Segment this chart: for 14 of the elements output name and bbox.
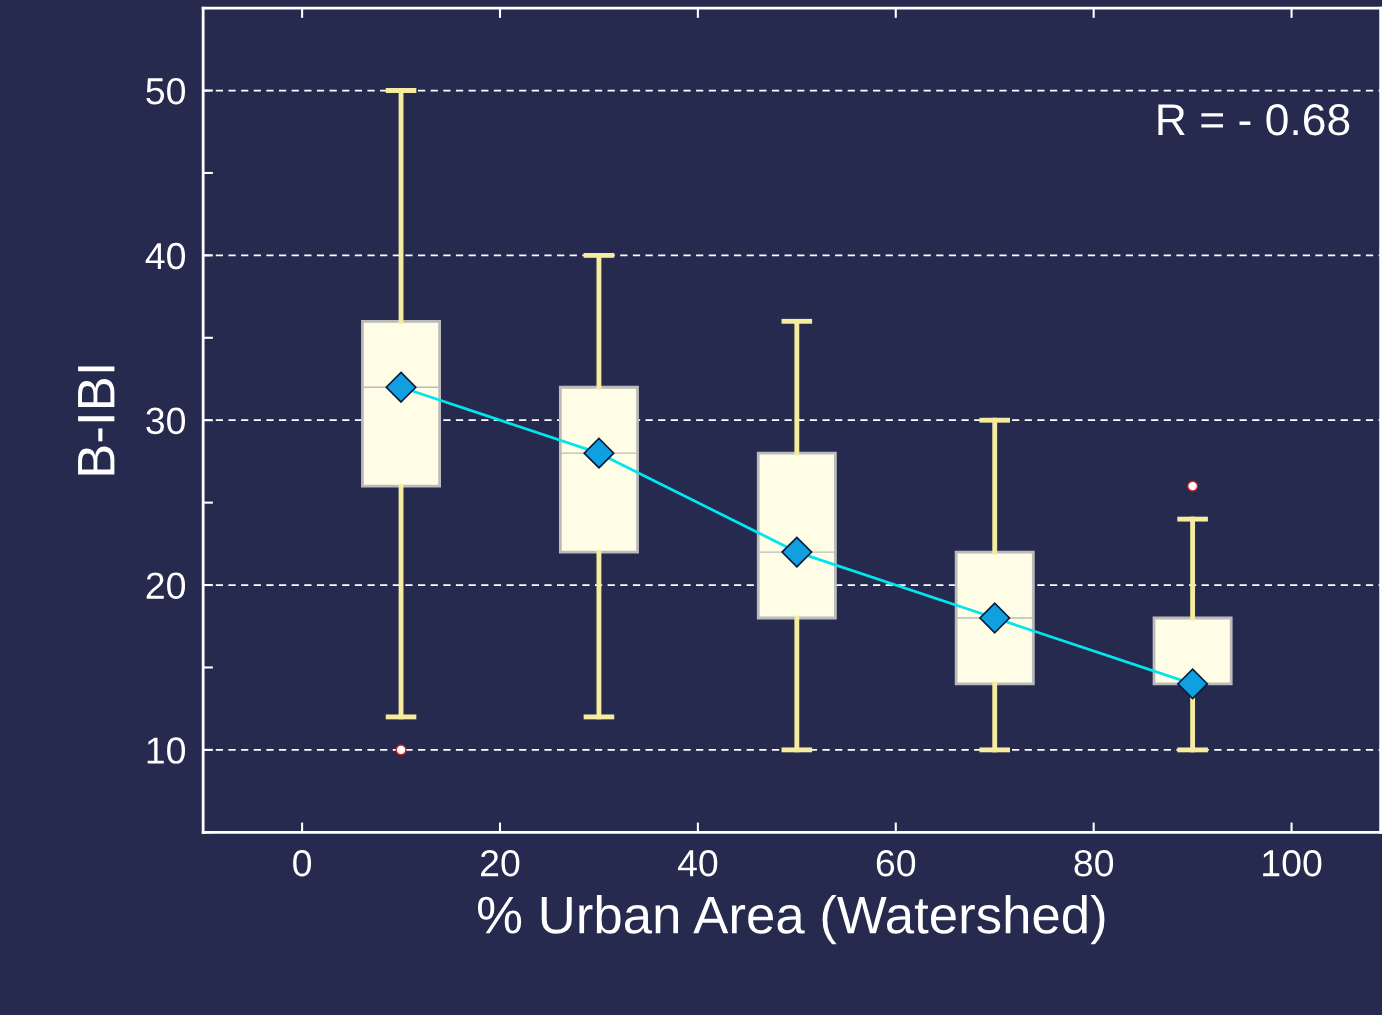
x-tick-label: 100 (1263, 849, 1322, 877)
x-tick-label: 0 (293, 849, 312, 877)
x-tick-label: 60 (876, 849, 916, 877)
x-tick-label: 80 (1074, 849, 1114, 877)
y-tick-label: 50 (146, 77, 186, 105)
x-tick-label: 40 (677, 849, 718, 877)
annotation: R = - 0.68 (1158, 103, 1350, 136)
x-axis-title: % Urban Area (Watershed) (477, 895, 1105, 945)
y-tick-label: 30 (146, 407, 186, 435)
y-tick-label: 10 (147, 737, 186, 764)
x-tick-label: 20 (481, 849, 520, 877)
y-axis-title: B-IBI (78, 366, 115, 475)
y-tick-label: 20 (146, 572, 186, 599)
y-tick-label: 40 (145, 242, 186, 270)
